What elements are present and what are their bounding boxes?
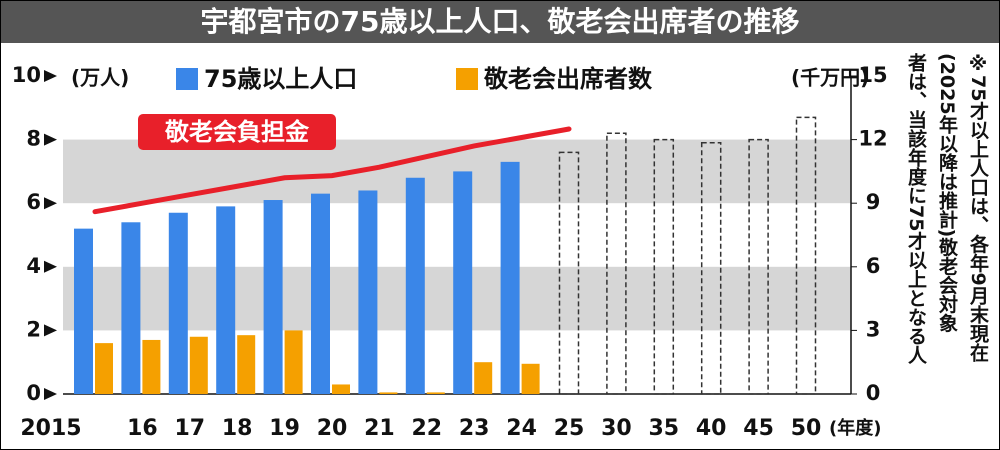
y2-tick-label: 15 [858, 63, 887, 87]
legend-swatch [176, 68, 198, 90]
bar [606, 132, 627, 395]
y-tick-mark [44, 388, 57, 400]
y-tick-mark [44, 260, 57, 273]
bar [700, 142, 722, 395]
bar [653, 138, 675, 395]
bar [558, 151, 580, 395]
y-tick-mark [44, 70, 57, 82]
x-tick-label: 16 [127, 416, 158, 441]
bar [500, 161, 520, 394]
y-tick-label: 2 [26, 317, 41, 341]
legend-swatch [456, 68, 478, 90]
bar [168, 212, 188, 394]
bar [795, 116, 817, 395]
y-tick-mark [44, 133, 57, 146]
x-tick-label: 30 [601, 416, 632, 441]
y-tick-mark [44, 324, 57, 337]
bar [748, 138, 769, 395]
x-tick-label: 22 [411, 416, 442, 441]
x-tick-label: 17 [174, 416, 205, 441]
title-bar [1, 1, 999, 43]
y2-tick-label: 0 [866, 381, 881, 405]
x-tick-label: 20 [317, 416, 348, 441]
y-tick-label: 8 [26, 127, 41, 151]
x-axis-label: (年度) [829, 417, 881, 439]
line [92, 126, 572, 215]
bar [189, 336, 208, 394]
bar [142, 339, 161, 394]
x-tick-label: 23 [459, 416, 490, 441]
x-tick-label: 19 [269, 416, 300, 441]
bar [405, 177, 425, 394]
y2-tick-label: 9 [866, 190, 881, 214]
line-callout [138, 114, 336, 150]
y2-tick-label: 12 [858, 127, 887, 151]
y2-tick-label: 3 [866, 317, 881, 341]
bar [474, 362, 493, 394]
bar [284, 330, 303, 394]
bar [332, 384, 350, 394]
bar [379, 392, 398, 394]
note-line: 者は、当該年度に75才以上となる人 [905, 53, 927, 365]
x-tick-label: 25 [554, 416, 585, 441]
y2-tick-label: 6 [866, 254, 881, 278]
x-tick-label: 18 [222, 416, 253, 441]
y-tick-label: 4 [26, 254, 41, 278]
y-tick-label: 6 [26, 190, 41, 214]
note: ※75才以上人口は、各年9月末現在 (2025年以降は推計)敬老会対象 者は、当該年… [900, 53, 993, 443]
legend-label: 敬老会出席者数 [483, 65, 653, 93]
y2-axis-label: (千万円) [791, 66, 869, 90]
y-tick-label: 0 [26, 381, 41, 405]
x-tick-label: 45 [743, 416, 774, 441]
bar [74, 228, 93, 394]
bar [453, 171, 473, 394]
y-axis-label: (万人) [71, 66, 129, 90]
y-tick-mark [44, 197, 57, 210]
bar [358, 190, 378, 394]
x-tick-label: 21 [364, 416, 395, 441]
x-tick-label: 2015 [20, 416, 81, 441]
bar [121, 222, 141, 394]
bar [216, 206, 236, 394]
y-tick-label: 10 [12, 63, 41, 87]
x-tick-label: 50 [791, 416, 822, 441]
line-label: 敬老会負担金 [164, 118, 310, 146]
bar [311, 193, 330, 394]
legend-label: 75歳以上人口 [204, 65, 357, 93]
chart-title: 宇都宮市の75歳以上人口、敬老会出席者の推移 [201, 5, 800, 38]
bar [95, 343, 113, 394]
bar [426, 392, 445, 394]
bar [521, 363, 540, 394]
x-tick-label: 35 [648, 416, 679, 441]
x-tick-label: 40 [696, 416, 727, 441]
note-line: (2025年以降は推計)敬老会対象 [936, 53, 958, 333]
note-line: ※75才以上人口は、各年9月末現在 [967, 53, 989, 362]
bar [263, 200, 283, 394]
x-tick-label: 24 [506, 416, 537, 441]
bar [237, 335, 256, 394]
